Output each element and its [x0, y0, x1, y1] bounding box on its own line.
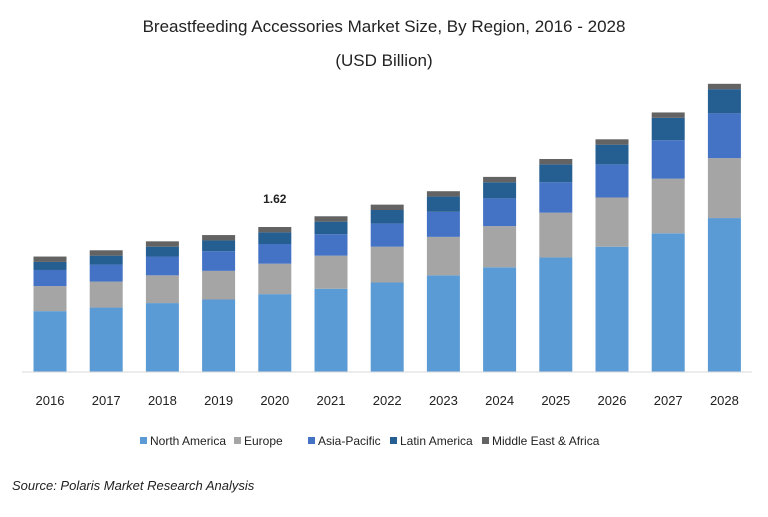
- bar-segment-asia-pacific-2019: [202, 251, 236, 271]
- x-tick-label-2022: 2022: [373, 393, 402, 408]
- bar-segment-asia-pacific-2020: [258, 244, 292, 264]
- bar-segment-europe-2026: [595, 197, 629, 247]
- x-tick-labels: 2016 2017 2018 2019 2020 2021 2022 2023 2024 2025…: [36, 393, 739, 408]
- legend-swatch-4: [482, 437, 489, 444]
- bar-segment-middle-east-africa-2025: [539, 158, 573, 165]
- bar-segment-asia-pacific-2022: [370, 223, 404, 247]
- bar-segment-latin-america-2025: [539, 164, 573, 183]
- x-tick-label-2028: 2028: [710, 393, 739, 408]
- x-tick-label-2021: 2021: [317, 393, 346, 408]
- bars-group: 1.62: [33, 83, 741, 372]
- bar-segment-north-america-2016: [33, 311, 67, 372]
- bar-segment-north-america-2028: [707, 218, 741, 372]
- x-tick-label-2016: 2016: [36, 393, 65, 408]
- x-tick-label-2026: 2026: [598, 393, 627, 408]
- bar-segment-north-america-2019: [202, 299, 236, 372]
- bar-segment-asia-pacific-2017: [89, 264, 123, 282]
- bar-segment-europe-2019: [202, 270, 236, 300]
- bar-segment-asia-pacific-2025: [539, 182, 573, 213]
- bar-segment-asia-pacific-2023: [426, 211, 460, 237]
- bar-segment-europe-2017: [89, 281, 123, 308]
- bar-segment-asia-pacific-2016: [33, 269, 67, 287]
- legend-swatch-0: [140, 437, 147, 444]
- bar-segment-middle-east-africa-2028: [707, 83, 741, 90]
- bar-segment-europe-2024: [483, 226, 517, 268]
- x-tick-label-2023: 2023: [429, 393, 458, 408]
- x-tick-label-2017: 2017: [92, 393, 121, 408]
- bar-segment-north-america-2025: [539, 257, 573, 372]
- bar-segment-north-america-2018: [145, 303, 179, 372]
- bar-segment-europe-2016: [33, 286, 67, 312]
- bar-segment-latin-america-2018: [145, 246, 179, 257]
- x-tick-label-2019: 2019: [204, 393, 233, 408]
- bar-segment-latin-america-2023: [426, 196, 460, 212]
- bar-segment-latin-america-2019: [202, 240, 236, 252]
- bar-segment-middle-east-africa-2016: [33, 256, 67, 262]
- bar-segment-europe-2025: [539, 212, 573, 258]
- bar-segment-latin-america-2022: [370, 210, 404, 224]
- bar-segment-latin-america-2024: [483, 182, 517, 199]
- bar-segment-europe-2023: [426, 236, 460, 276]
- legend-label-2: Asia-Pacific: [318, 434, 381, 448]
- legend-label-3: Latin America: [400, 434, 473, 448]
- bar-segment-asia-pacific-2021: [314, 234, 348, 256]
- x-tick-label-2027: 2027: [654, 393, 683, 408]
- bar-segment-asia-pacific-2018: [145, 256, 179, 276]
- x-tick-label-2020: 2020: [260, 393, 289, 408]
- bar-segment-asia-pacific-2026: [595, 164, 629, 198]
- bar-segment-north-america-2024: [483, 267, 517, 372]
- bar-segment-europe-2027: [651, 178, 685, 234]
- bar-segment-north-america-2026: [595, 246, 629, 372]
- chart-subtitle: (USD Billion): [335, 51, 432, 70]
- bar-segment-north-america-2023: [426, 275, 460, 372]
- bar-segment-north-america-2027: [651, 233, 685, 372]
- source-note: Source: Polaris Market Research Analysis: [12, 478, 255, 493]
- bar-segment-middle-east-africa-2019: [202, 235, 236, 241]
- bar-segment-middle-east-africa-2021: [314, 216, 348, 222]
- bar-segment-latin-america-2016: [33, 261, 67, 270]
- bar-segment-europe-2021: [314, 255, 348, 289]
- bar-segment-middle-east-africa-2023: [426, 191, 460, 197]
- legend-label-0: North America: [150, 434, 226, 448]
- bar-segment-latin-america-2027: [651, 117, 685, 141]
- chart-title: Breastfeeding Accessories Market Size, B…: [143, 17, 626, 36]
- legend: North America Europe Asia-Pacific Latin Ame…: [140, 434, 600, 448]
- bar-segment-europe-2020: [258, 263, 292, 295]
- bar-segment-middle-east-africa-2026: [595, 139, 629, 145]
- bar-segment-middle-east-africa-2022: [370, 204, 404, 211]
- bar-segment-middle-east-africa-2024: [483, 176, 517, 183]
- legend-swatch-3: [390, 437, 397, 444]
- data-label-2020: 1.62: [263, 192, 287, 206]
- bar-segment-latin-america-2021: [314, 221, 348, 235]
- bar-segment-middle-east-africa-2018: [145, 241, 179, 247]
- bar-segment-latin-america-2028: [707, 89, 741, 114]
- legend-swatch-2: [308, 437, 315, 444]
- bar-segment-middle-east-africa-2027: [651, 112, 685, 118]
- bar-segment-north-america-2017: [89, 307, 123, 372]
- legend-swatch-1: [234, 437, 241, 444]
- bar-segment-latin-america-2026: [595, 144, 629, 165]
- bar-segment-north-america-2022: [370, 282, 404, 372]
- bar-segment-middle-east-africa-2017: [89, 250, 123, 256]
- legend-label-1: Europe: [244, 434, 283, 448]
- x-tick-label-2025: 2025: [541, 393, 570, 408]
- bar-segment-north-america-2021: [314, 288, 348, 372]
- bar-segment-middle-east-africa-2020: [258, 227, 292, 233]
- x-tick-label-2024: 2024: [485, 393, 514, 408]
- bar-segment-europe-2028: [707, 158, 741, 219]
- bar-segment-latin-america-2020: [258, 232, 292, 245]
- bar-segment-north-america-2020: [258, 294, 292, 372]
- bar-segment-asia-pacific-2027: [651, 140, 685, 179]
- bar-segment-europe-2022: [370, 246, 404, 283]
- bar-segment-europe-2018: [145, 275, 179, 304]
- legend-label-4: Middle East & Africa: [492, 434, 600, 448]
- bar-segment-latin-america-2017: [89, 255, 123, 265]
- bar-segment-asia-pacific-2024: [483, 198, 517, 227]
- bar-segment-asia-pacific-2028: [707, 113, 741, 159]
- x-tick-label-2018: 2018: [148, 393, 177, 408]
